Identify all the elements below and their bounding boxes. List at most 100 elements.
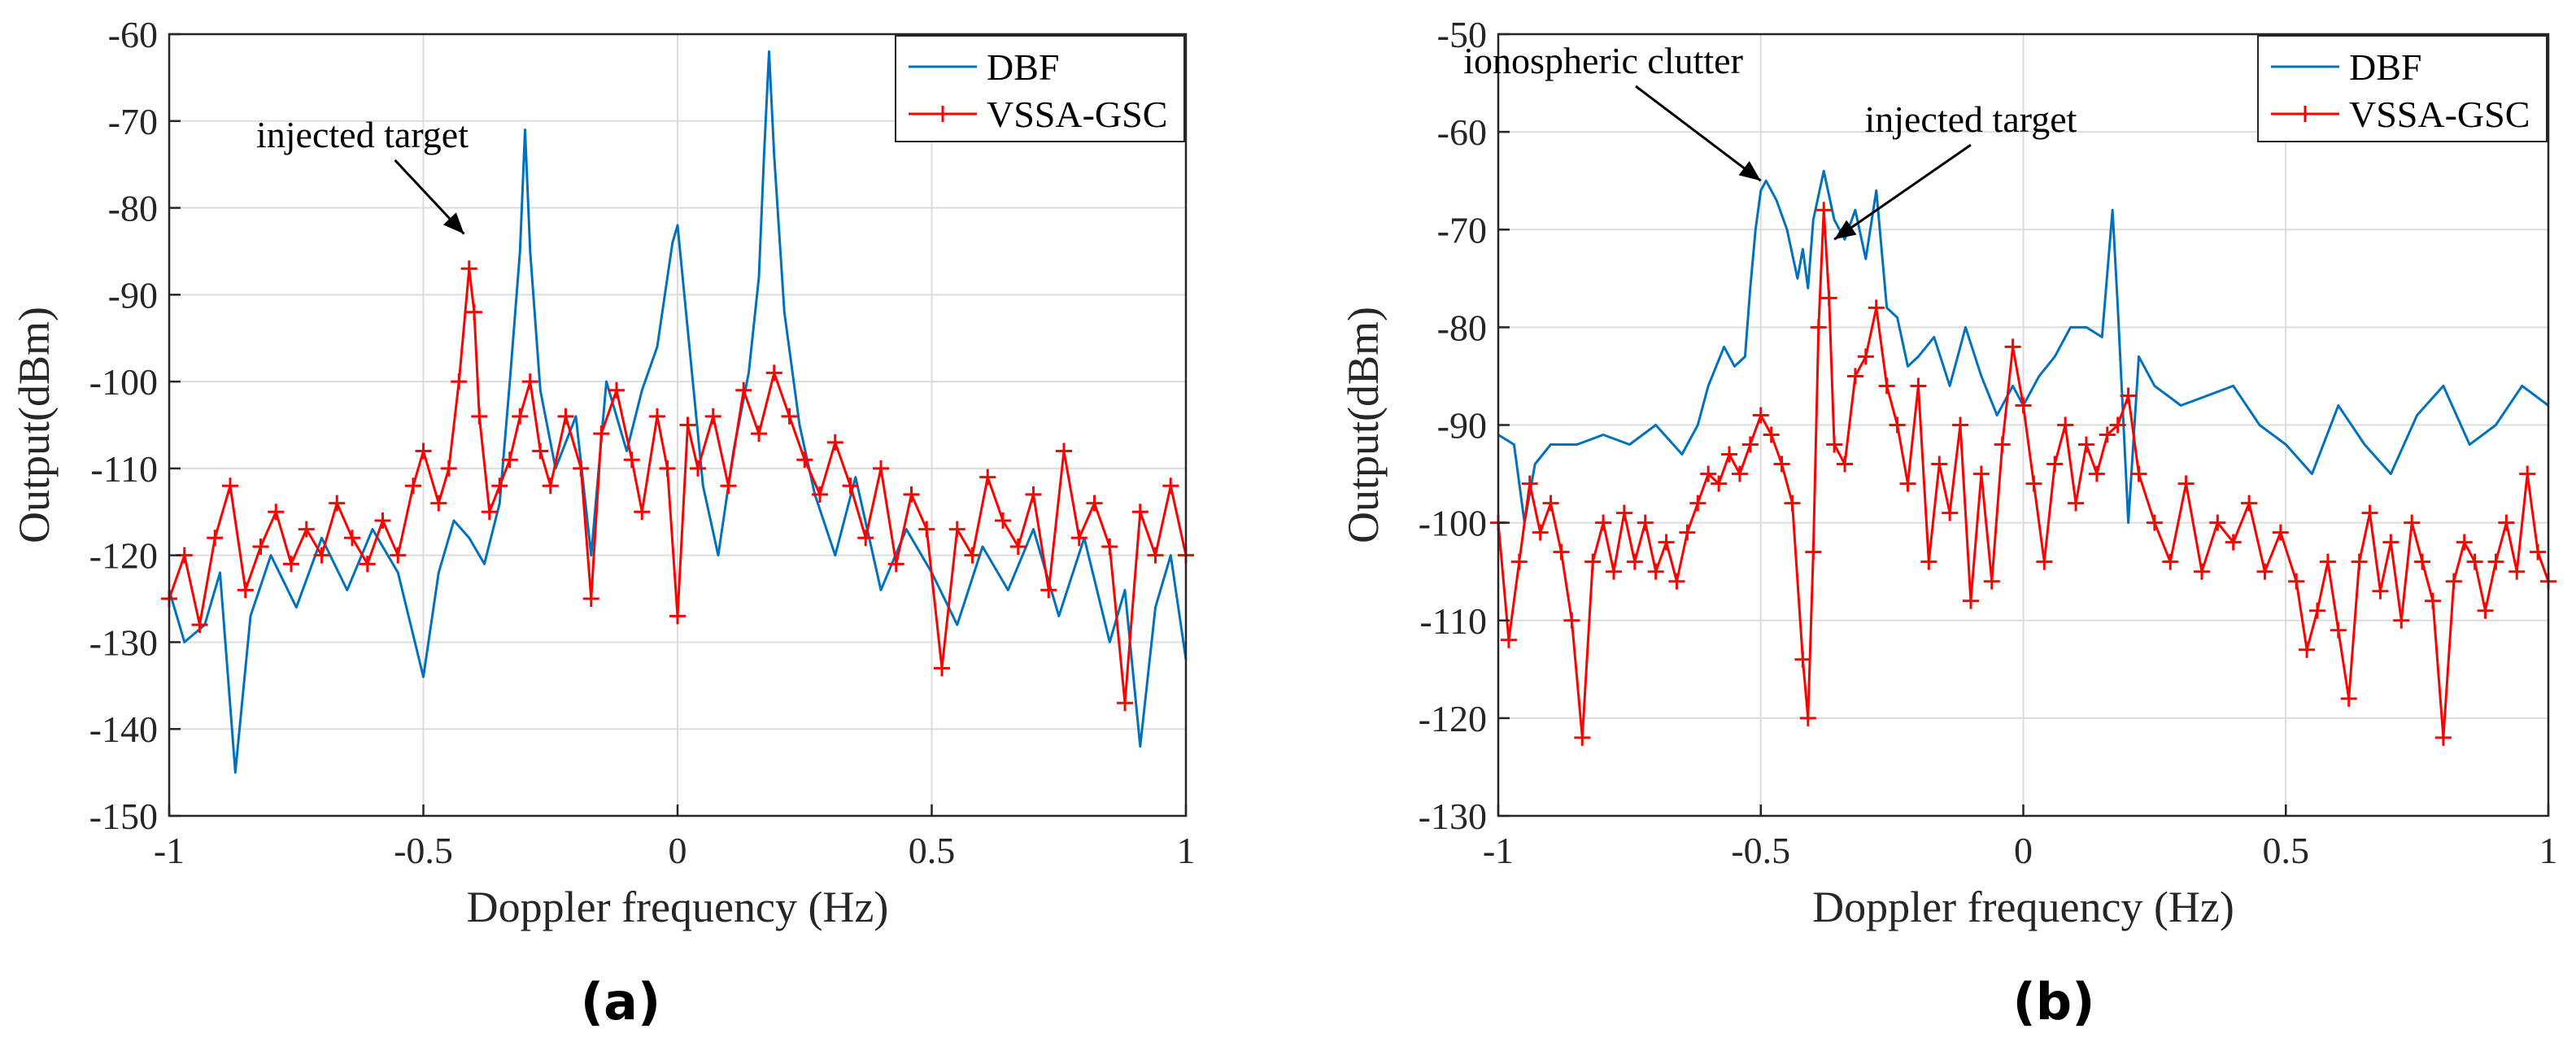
plus-marker (313, 547, 330, 564)
plus-marker (720, 477, 737, 495)
x-tick-label: 0.5 (909, 830, 956, 871)
plus-marker (481, 504, 498, 521)
plus-marker (2046, 456, 2064, 473)
plus-marker (1815, 202, 1833, 219)
plus-marker (491, 477, 508, 495)
plus-marker (1763, 426, 1780, 443)
plus-marker (690, 460, 706, 477)
y-tick-label: -140 (89, 708, 158, 750)
x-tick-label: -1 (1483, 830, 1514, 871)
annotation-arrow (1635, 85, 1762, 182)
plus-marker (1962, 592, 1979, 609)
plus-marker (1931, 456, 1948, 473)
plus-marker (1689, 495, 1706, 512)
x-tick-label: 1 (1177, 830, 1196, 871)
plus-marker (1542, 495, 1559, 512)
plus-marker (918, 521, 935, 538)
plus-marker (374, 512, 391, 529)
plus-marker (283, 556, 299, 573)
plus-marker (1101, 538, 1118, 555)
plus-marker (1741, 436, 1759, 453)
plus-marker (2319, 553, 2336, 570)
plus-marker (329, 495, 346, 512)
annotation-label: ionospheric clutter (1463, 40, 1743, 81)
x-tick-label: -0.5 (1731, 830, 1790, 871)
plus-marker (1983, 573, 2000, 590)
ticks-b: -1 -0.5 0 0.5 1 -130 -120 -110 -100 -90 -80 -70 -60 -… (1419, 14, 2558, 871)
plus-marker (1846, 368, 1863, 385)
plus-marker (521, 373, 538, 390)
plus-marker (2109, 416, 2126, 434)
plus-marker (995, 512, 1011, 529)
annotation-arrowhead (442, 212, 464, 234)
plus-marker (1773, 456, 1790, 473)
y-tick-label: -60 (1437, 111, 1487, 153)
legend-box (895, 35, 1185, 142)
plus-marker (2256, 563, 2273, 580)
x-tick-label: 1 (2539, 830, 2558, 871)
plus-marker (659, 460, 676, 477)
plus-marker (460, 260, 477, 277)
plus-marker (1752, 407, 1769, 424)
plus-marker (2241, 495, 2258, 512)
plus-marker (1521, 475, 1538, 492)
plus-marker (1826, 436, 1843, 453)
plus-marker (2466, 553, 2483, 570)
annotation-label: injected target (256, 114, 469, 155)
plus-marker (542, 477, 559, 495)
x-tick-label: 0 (669, 830, 687, 871)
plus-marker (1500, 631, 1517, 648)
plus-marker (359, 556, 376, 573)
plus-marker (2308, 602, 2325, 619)
annotation-arrow (1833, 143, 1972, 241)
y-tick-label: -50 (1437, 14, 1487, 55)
series-b (1490, 169, 2556, 746)
plus-marker (252, 538, 269, 555)
chart-panel-b: -1 -0.5 0 0.5 1 -130 -120 -110 -100 -90 -80 -70 -60 -… (1339, 14, 2558, 1031)
plus-marker (1117, 695, 1133, 712)
plus-marker (2225, 534, 2242, 551)
plus-marker (1799, 709, 1816, 726)
x-axis-label-b: Doppler frequency (Hz) (1812, 883, 2234, 931)
plus-marker (934, 660, 950, 677)
plus-marker (2404, 514, 2421, 531)
y-tick-label: -130 (1419, 796, 1487, 837)
plus-marker (1532, 524, 1549, 541)
plus-marker (679, 416, 696, 434)
plus-marker (471, 408, 488, 425)
plus-marker (623, 451, 640, 469)
plus-marker (2382, 534, 2399, 551)
plus-marker (2099, 426, 2116, 443)
plus-marker (573, 460, 590, 477)
plus-marker (512, 408, 529, 425)
plus-marker (1563, 612, 1580, 629)
series-a (161, 50, 1194, 774)
plus-marker (1553, 543, 1570, 560)
plus-marker (2036, 553, 2053, 570)
plus-marker (1574, 729, 1591, 746)
plus-marker (2057, 416, 2074, 434)
annotation-label: injected target (1864, 98, 2077, 140)
plus-marker (2209, 514, 2226, 531)
plus-marker (2088, 465, 2105, 482)
plus-marker (796, 451, 813, 469)
y-tick-label: -100 (89, 361, 158, 403)
plus-marker (903, 486, 920, 503)
plus-marker (2288, 573, 2305, 590)
y-tick-label: -70 (108, 101, 158, 142)
plus-marker (964, 547, 981, 564)
y-tick-label: -90 (1437, 405, 1487, 447)
plus-marker (2120, 387, 2137, 404)
plus-marker (1972, 465, 1990, 482)
plus-marker (1889, 416, 1906, 434)
plus-marker (451, 373, 468, 390)
plus-marker (765, 364, 782, 381)
y-tick-label: -80 (108, 188, 158, 229)
y-tick-label: -80 (1437, 307, 1487, 348)
plus-marker (2272, 524, 2289, 541)
series-line-dbf (168, 50, 1188, 774)
legend-b: DBF VSSA-GSC (2257, 35, 2548, 142)
x-tick-label: -1 (154, 830, 185, 871)
plus-marker (2340, 690, 2357, 707)
